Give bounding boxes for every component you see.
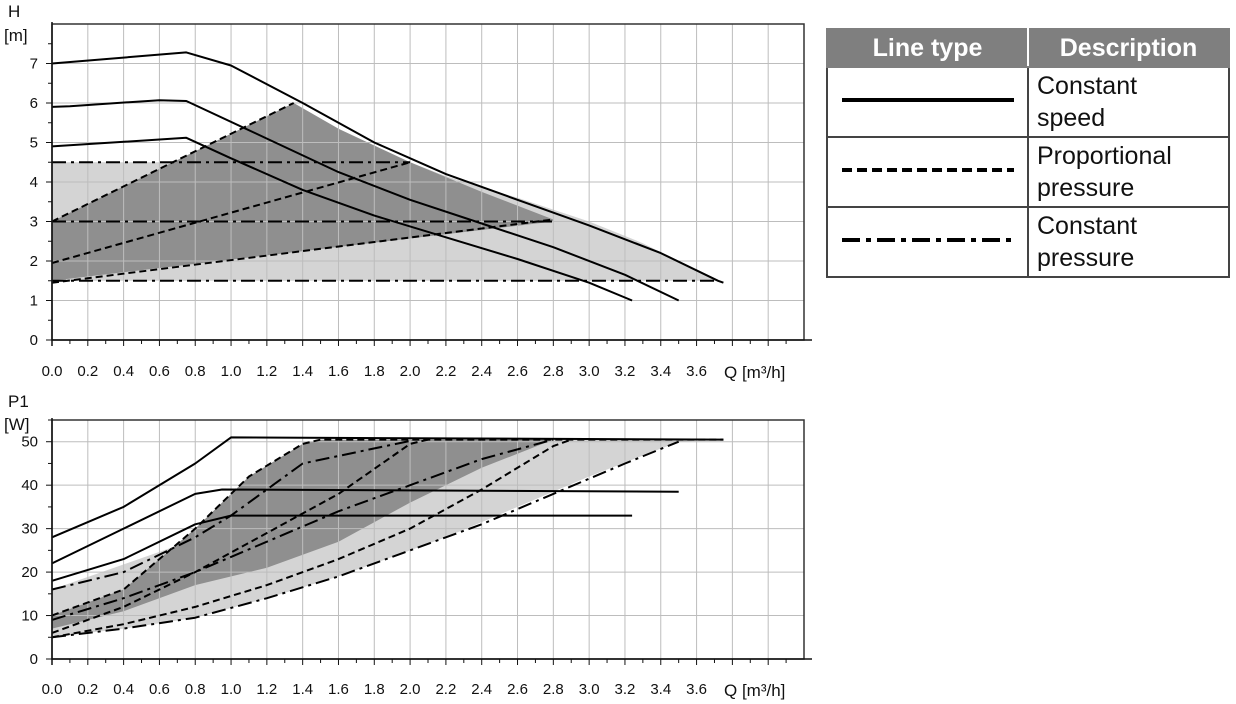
- power-x-tick-label: 2.6: [507, 681, 528, 698]
- power-chart: 0.0 0.2 0.4 0.6 0.8 1.0 1.2 1.4 1.6 1.8 2.0 2.2 2.4 2…: [4, 392, 812, 700]
- head-x-tick-label: 0.4: [113, 363, 134, 380]
- power-x-tick-label: 1.4: [292, 681, 313, 698]
- power-y-tick-label: 30: [21, 521, 38, 538]
- head-y-axis-title: H: [8, 2, 20, 21]
- head-x-tick-label: 2.0: [400, 363, 421, 380]
- head-y-tick-label: 0: [30, 332, 38, 349]
- power-x-tick-label: 3.0: [579, 681, 600, 698]
- head-x-axis-title: Q [m³/h]: [724, 363, 785, 382]
- head-chart: 0.0 0.2 0.4 0.6 0.8 1.0 1.2 1.4 1.6 1.8 2.0 2.2 2.4 2…: [4, 2, 812, 382]
- head-y-tick-label: 6: [30, 95, 38, 112]
- head-dashed-curve: [51, 161, 411, 264]
- head-y-tick-label: 5: [30, 135, 38, 152]
- power-dashed-curve: [51, 438, 429, 634]
- power-y-tick-label: 0: [30, 651, 38, 668]
- head-x-tick-label: 1.0: [221, 363, 242, 380]
- power-x-tick-label: 0.6: [149, 681, 170, 698]
- power-y-axis-title: P1: [8, 392, 29, 411]
- power-y-tick-label: 20: [21, 564, 38, 581]
- head-x-tick-label: 3.0: [579, 363, 600, 380]
- power-y-axis-title: [W]: [4, 415, 30, 434]
- head-x-tick-label: 1.2: [256, 363, 277, 380]
- head-solid-curve: [51, 51, 724, 284]
- head-x-tick-label: 0.2: [77, 363, 98, 380]
- head-x-tick-label: 3.2: [615, 363, 636, 380]
- power-dashdot-curve: [51, 438, 554, 621]
- power-x-tick-label: 2.2: [435, 681, 456, 698]
- head-x-tick-label: 0.6: [149, 363, 170, 380]
- head-y-tick-label: 1: [30, 293, 38, 310]
- power-x-tick-label: 1.0: [221, 681, 242, 698]
- power-x-tick-label: 2.4: [471, 681, 492, 698]
- head-y-tick-label: 2: [30, 253, 38, 270]
- power-solid-curve: [51, 488, 679, 565]
- power-y-tick-label: 50: [21, 434, 38, 451]
- power-dashdot-curve: [51, 439, 411, 591]
- power-y-tick-label: 10: [21, 608, 38, 625]
- power-dashed-curve: [51, 438, 724, 617]
- power-x-tick-label: 1.6: [328, 681, 349, 698]
- legend-row-proportional-pressure: Proportional pressure: [826, 136, 1230, 208]
- power-x-tick-label: 0.8: [185, 681, 206, 698]
- head-x-tick-label: 1.6: [328, 363, 349, 380]
- legend-row-constant-speed: Constant speed: [826, 66, 1230, 138]
- power-solid-curve: [51, 514, 633, 582]
- power-y-tick-label: 40: [21, 477, 38, 494]
- head-x-tick-label: 2.8: [543, 363, 564, 380]
- head-y-tick-label: 3: [30, 214, 38, 231]
- legend-sample-dashdot: [826, 206, 1029, 278]
- head-x-tick-label: 3.6: [686, 363, 707, 380]
- power-x-tick-label: 3.2: [615, 681, 636, 698]
- power-x-axis-title: Q [m³/h]: [724, 681, 785, 700]
- legend-description: Constant speed: [1037, 72, 1138, 132]
- head-dashed-curve: [51, 218, 554, 284]
- power-x-tick-label: 2.0: [400, 681, 421, 698]
- legend-header-description: Description: [1027, 28, 1230, 68]
- power-x-tick-label: 1.8: [364, 681, 385, 698]
- head-y-tick-label: 4: [30, 174, 38, 191]
- head-x-tick-label: 1.8: [364, 363, 385, 380]
- head-y-tick-label: 7: [30, 56, 38, 73]
- power-dashdot-curve: [51, 440, 680, 639]
- power-x-tick-label: 0.4: [113, 681, 134, 698]
- power-solid-curve: [51, 436, 724, 539]
- power-x-tick-label: 2.8: [543, 681, 564, 698]
- head-solid-curve: [51, 99, 680, 302]
- legend-description: Constant pressure: [1037, 212, 1138, 272]
- power-x-tick-label: 1.2: [256, 681, 277, 698]
- head-x-tick-label: 3.4: [650, 363, 671, 380]
- power-light-operating-area: [52, 439, 719, 638]
- head-x-tick-label: 2.2: [435, 363, 456, 380]
- legend-header-line-type: Line type: [826, 28, 1029, 68]
- legend-table: Line type Description Constant speed Pro…: [826, 28, 1230, 278]
- head-x-tick-label: 2.4: [471, 363, 492, 380]
- legend-sample-dashed: [826, 136, 1029, 208]
- head-x-tick-label: 2.6: [507, 363, 528, 380]
- head-x-tick-label: 0.8: [185, 363, 206, 380]
- power-x-tick-label: 0.2: [77, 681, 98, 698]
- power-x-tick-label: 3.4: [650, 681, 671, 698]
- power-x-tick-label: 0.0: [42, 681, 63, 698]
- head-x-tick-label: 0.0: [42, 363, 63, 380]
- legend-header-row: Line type Description: [826, 28, 1230, 68]
- legend-description: Proportional pressure: [1037, 142, 1172, 202]
- legend-row-constant-pressure: Constant pressure: [826, 206, 1230, 278]
- head-solid-curve: [51, 136, 633, 302]
- power-x-tick-label: 3.6: [686, 681, 707, 698]
- head-y-axis-title: [m]: [4, 26, 28, 45]
- head-x-tick-label: 1.4: [292, 363, 313, 380]
- legend-sample-solid: [826, 66, 1029, 138]
- power-dashed-curve: [51, 438, 572, 639]
